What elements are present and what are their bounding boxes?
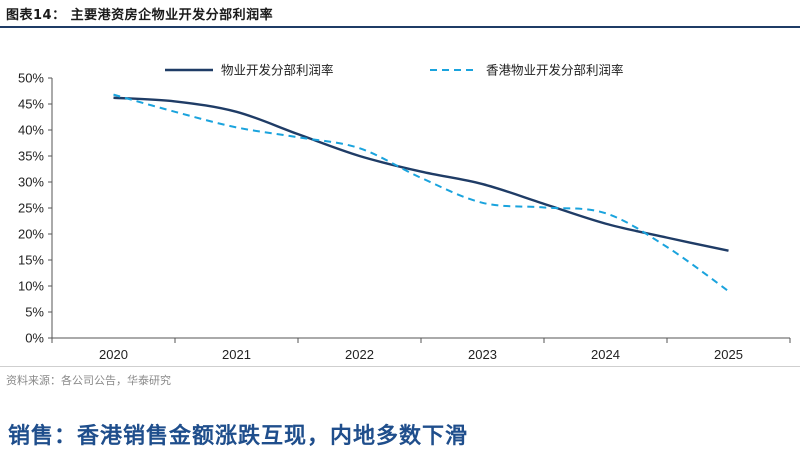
y-tick-label: 5% bbox=[25, 305, 44, 320]
y-tick-label: 30% bbox=[18, 175, 44, 190]
chart-legend: 物业开发分部利润率 香港物业开发分部利润率 bbox=[165, 63, 624, 78]
x-tick-label: 2023 bbox=[468, 347, 497, 362]
y-tick-label: 45% bbox=[18, 97, 44, 112]
section-heading: 销售：香港销售金额涨跌互现，内地多数下滑 bbox=[8, 418, 468, 450]
y-tick-label: 15% bbox=[18, 253, 44, 268]
y-tick-label: 0% bbox=[25, 331, 44, 346]
title-divider bbox=[0, 26, 800, 28]
figure-title: 图表14： 主要港资房企物业开发分部利润率 bbox=[6, 4, 273, 23]
legend-label: 物业开发分部利润率 bbox=[221, 63, 334, 78]
y-tick-label: 10% bbox=[18, 279, 44, 294]
line-chart: 0% 5% 10% 15% 20% 25% 30% 35% 40% 45% 50% 2020 2021 2… bbox=[0, 40, 800, 365]
x-tick-label: 2022 bbox=[345, 347, 374, 362]
legend-label: 香港物业开发分部利润率 bbox=[486, 63, 624, 78]
y-tick-label: 20% bbox=[18, 227, 44, 242]
series-line-hk bbox=[114, 95, 729, 292]
source-divider bbox=[0, 366, 800, 367]
x-tick-label: 2021 bbox=[222, 347, 251, 362]
x-tick-label: 2024 bbox=[591, 347, 620, 362]
x-tick-label: 2020 bbox=[99, 347, 128, 362]
x-tick-label: 2025 bbox=[714, 347, 743, 362]
y-tick-label: 35% bbox=[18, 149, 44, 164]
chart-axes: 0% 5% 10% 15% 20% 25% 30% 35% 40% 45% 50% 2020 2021 2… bbox=[18, 71, 790, 363]
y-tick-label: 40% bbox=[18, 123, 44, 138]
y-tick-label: 25% bbox=[18, 201, 44, 216]
y-tick-label: 50% bbox=[18, 71, 44, 86]
source-note: 资料来源：各公司公告，华泰研究 bbox=[6, 372, 171, 388]
chart-series bbox=[113, 95, 728, 292]
